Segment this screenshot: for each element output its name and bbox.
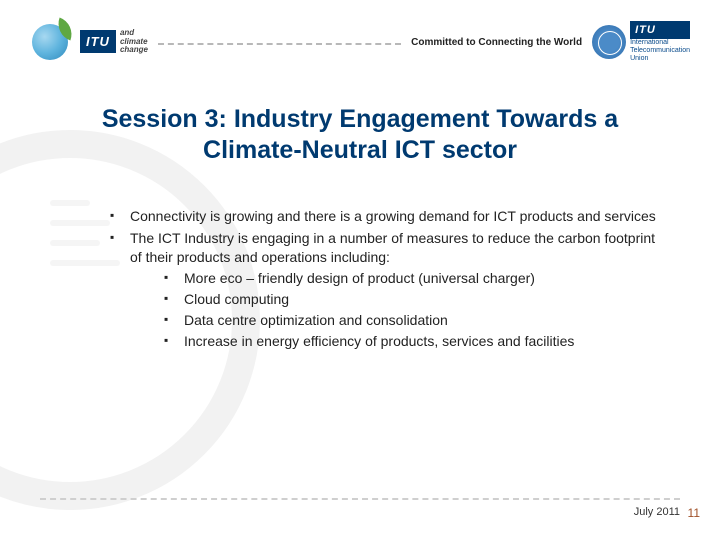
header-divider <box>158 43 401 45</box>
slide-title: Session 3: Industry Engagement Towards a… <box>60 104 660 167</box>
footer-divider <box>40 498 680 500</box>
slide-header: ITU and climate change Committed to Conn… <box>0 0 720 74</box>
slide-content: Session 3: Industry Engagement Towards a… <box>0 74 720 351</box>
itu-emblem-icon <box>592 25 626 59</box>
bullet-list: Connectivity is growing and there is a g… <box>60 207 660 351</box>
itu-right-logo: ITU International Telecommunication Unio… <box>592 21 690 62</box>
tagline: Committed to Connecting the World <box>411 37 582 48</box>
bullet-item: Connectivity is growing and there is a g… <box>110 207 660 226</box>
footer-date: July 2011 <box>634 506 680 518</box>
itu-right-badge: ITU <box>630 21 690 39</box>
itu-badge: ITU <box>80 30 116 53</box>
globe-leaf-icon <box>30 20 74 64</box>
sub-bullet-list: More eco – friendly design of product (u… <box>130 269 660 351</box>
itu-climate-logo: ITU and climate change <box>30 20 148 64</box>
climate-text: and climate change <box>120 29 148 55</box>
sub-bullet-item: More eco – friendly design of product (u… <box>164 269 660 288</box>
sub-bullet-item: Data centre optimization and consolidati… <box>164 311 660 330</box>
slide-footer: July 2011 11 <box>40 498 680 518</box>
bullet-item: The ICT Industry is engaging in a number… <box>110 229 660 350</box>
sub-bullet-item: Increase in energy efficiency of product… <box>164 332 660 351</box>
itu-org-name: International Telecommunication Union <box>630 39 690 62</box>
sub-bullet-item: Cloud computing <box>164 290 660 309</box>
page-number: 11 <box>688 506 700 520</box>
